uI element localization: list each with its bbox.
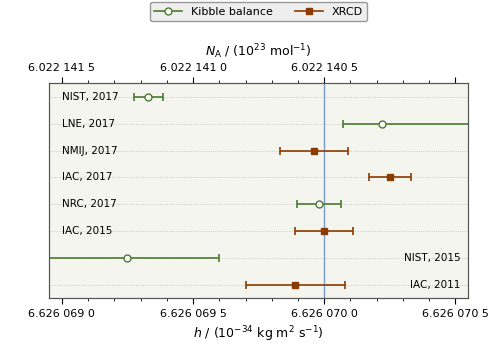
Text: IAC, 2017: IAC, 2017: [62, 172, 112, 183]
Text: IAC, 2015: IAC, 2015: [62, 226, 112, 236]
X-axis label: $h$ / (10$^{-34}$ kg m$^{2}$ s$^{-1}$): $h$ / (10$^{-34}$ kg m$^{2}$ s$^{-1}$): [193, 324, 324, 344]
Text: NIST, 2017: NIST, 2017: [62, 92, 119, 102]
Text: NRC, 2017: NRC, 2017: [62, 199, 117, 209]
Text: NMIJ, 2017: NMIJ, 2017: [62, 145, 118, 155]
Text: LNE, 2017: LNE, 2017: [62, 119, 115, 129]
X-axis label: $N_{\mathrm{A}}$ / (10$^{23}$ mol$^{-1}$): $N_{\mathrm{A}}$ / (10$^{23}$ mol$^{-1}$…: [205, 42, 312, 61]
Legend: Kibble balance, XRCD: Kibble balance, XRCD: [150, 2, 367, 21]
Text: IAC, 2011: IAC, 2011: [410, 280, 461, 290]
Text: NIST, 2015: NIST, 2015: [404, 253, 461, 263]
